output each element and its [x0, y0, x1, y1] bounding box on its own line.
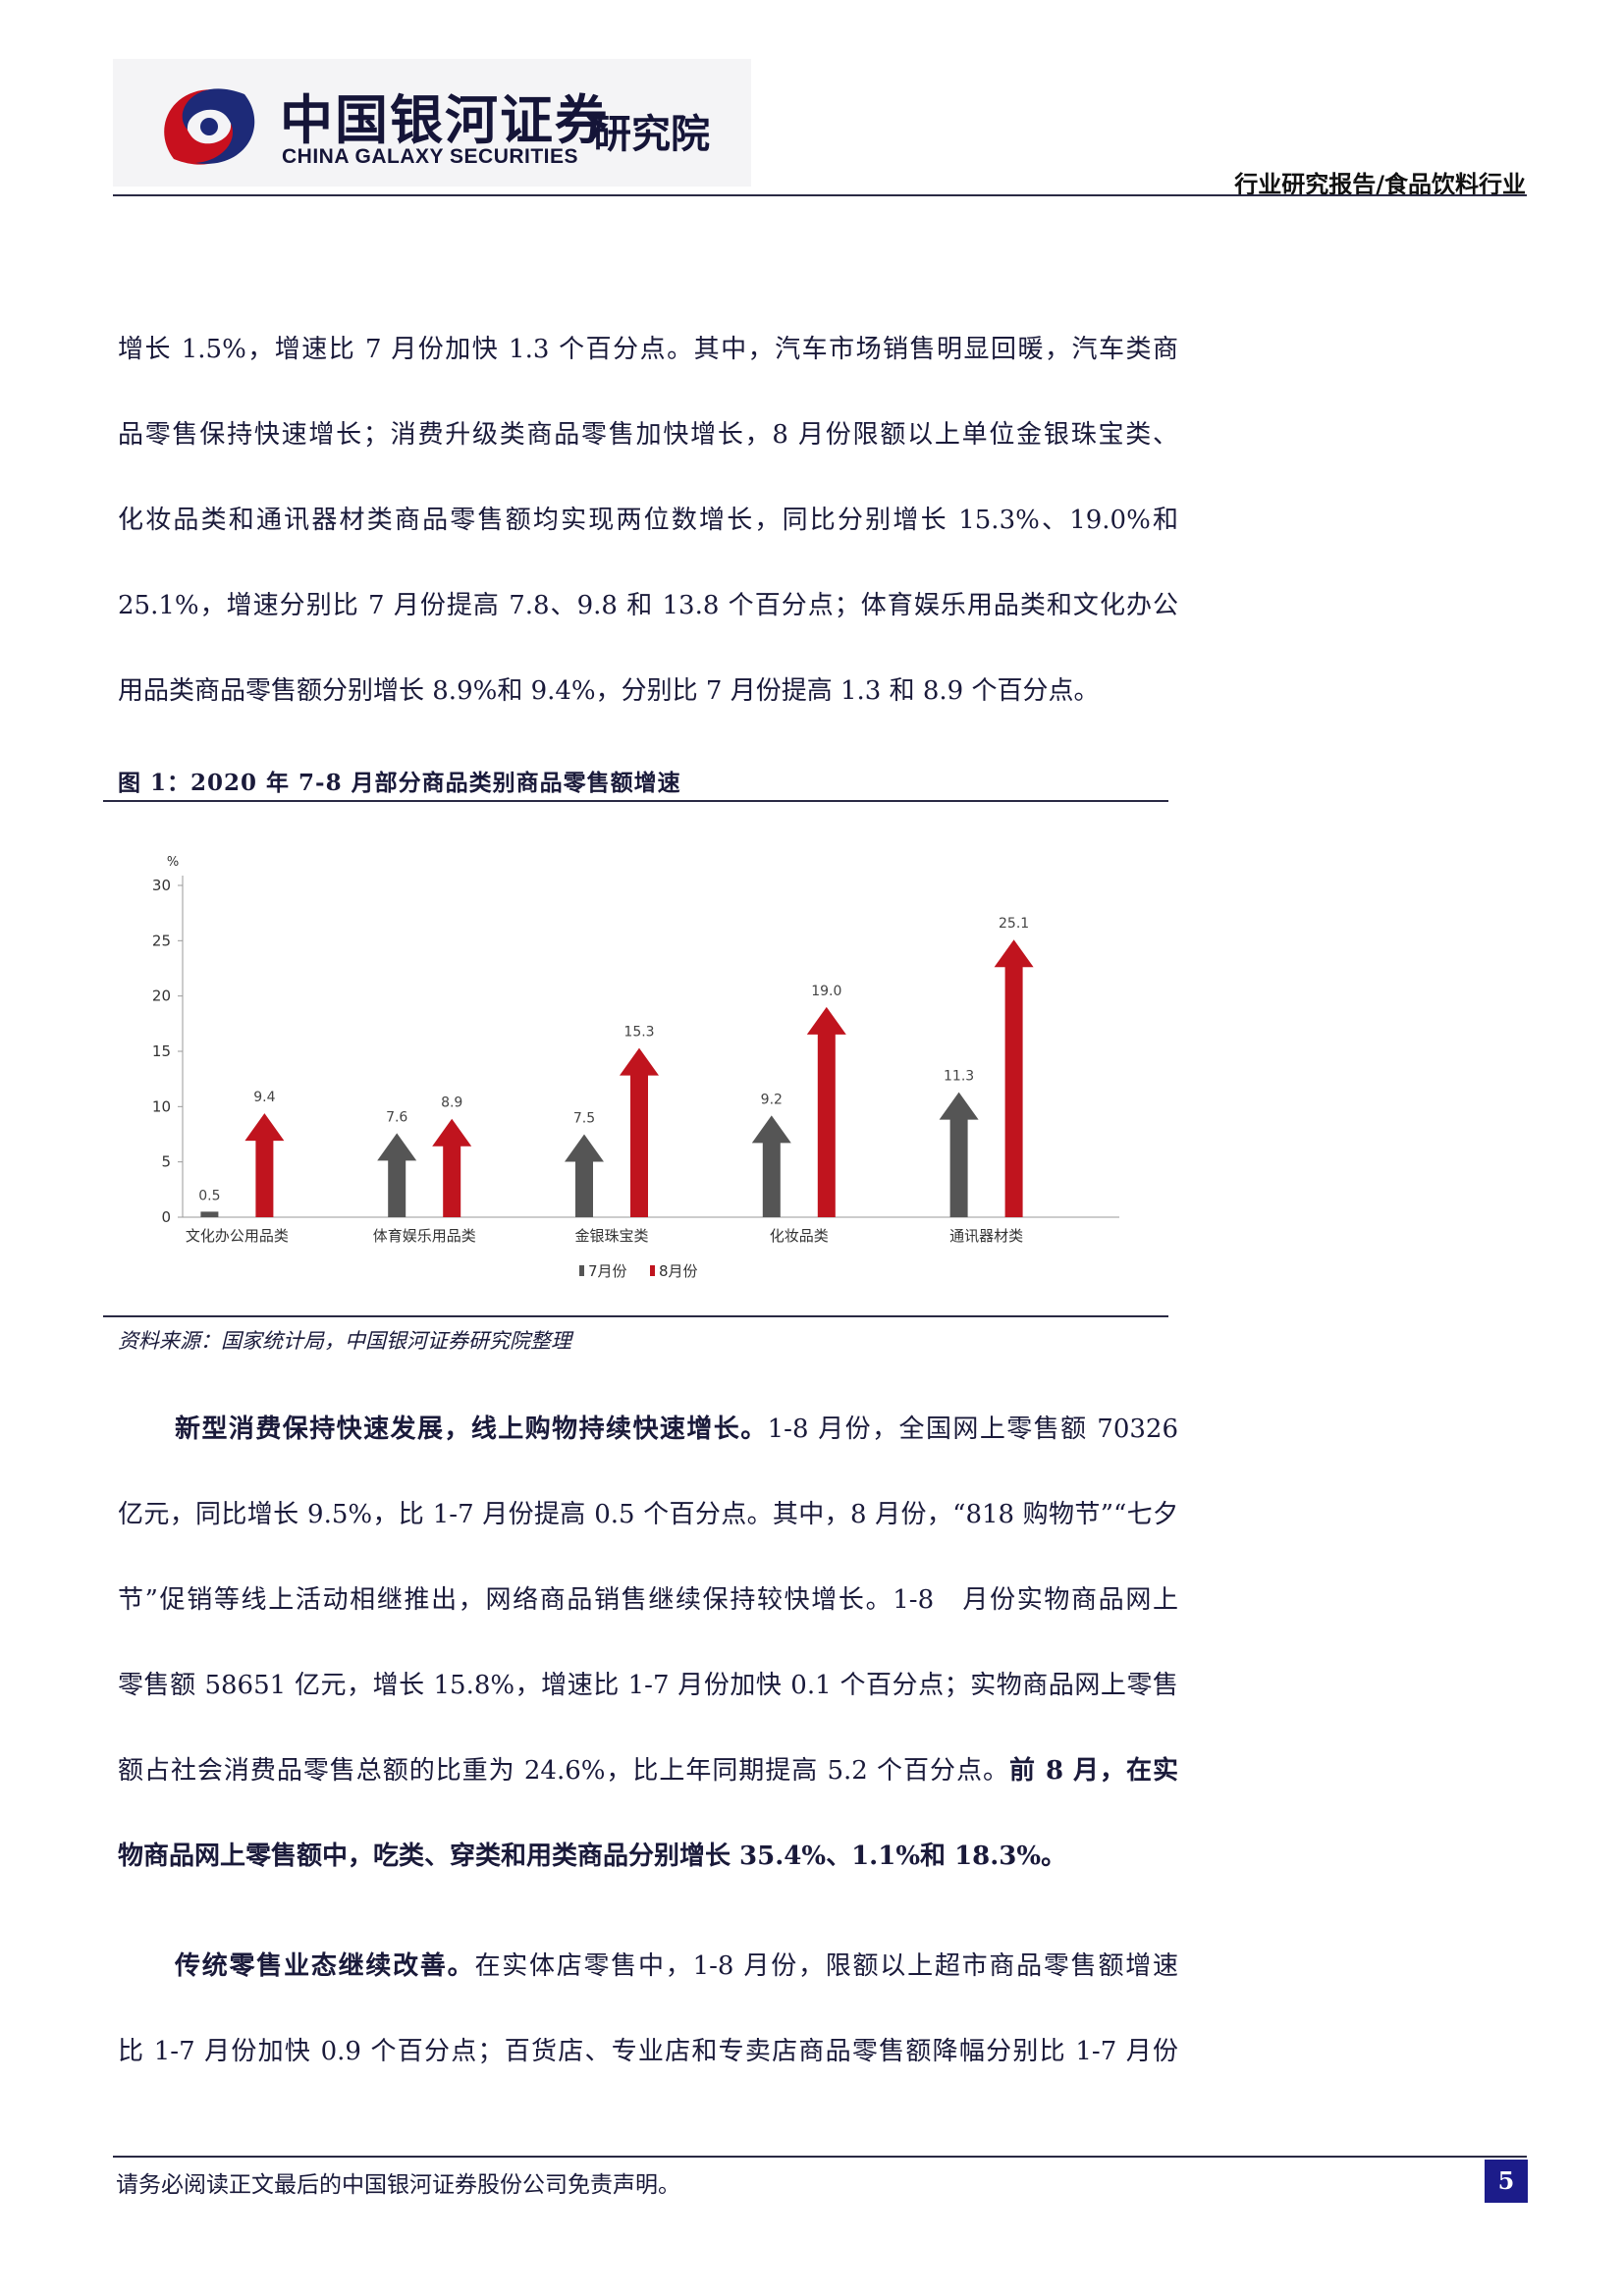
y-tick-label: 0: [161, 1208, 171, 1226]
text-line: 化妆品类和通讯器材类商品零售额均实现两位数增长，同比分别增长 15.3%、19.…: [118, 506, 1178, 535]
text-line: 节”促销等线上活动相继推出，网络商品销售继续保持较快增长。1-8 月份实物商品网…: [118, 1585, 1178, 1615]
data-label: 0.5: [198, 1188, 220, 1203]
x-tick-label: 文化办公用品类: [186, 1227, 289, 1245]
text-line: 传统零售业态继续改善。在实体店零售中，1-8 月份，限额以上超市商品零售额增速: [175, 1951, 1178, 1981]
paragraph-2: 新型消费保持快速发展，线上购物持续快速增长。1-8 月份，全国网上零售额 703…: [118, 1387, 1178, 1899]
bar-chart: % 0 5 10 15 20 25 30 文化办公用品类 0.5 9.4 体育娱乐用品类 7.6 8.9 金…: [152, 855, 1119, 1280]
bar-arrow-july: [565, 1134, 604, 1217]
data-label: 9.2: [761, 1092, 783, 1107]
x-tick-label: 金银珠宝类: [574, 1227, 648, 1245]
logo-text-cn: 中国银河证券: [280, 89, 610, 151]
logo-institute: 研究院: [592, 112, 710, 157]
text-line: 品零售保持快速增长；消费升级类商品零售加快增长，8 月份限额以上单位金银珠宝类、: [118, 420, 1178, 450]
text-line: 额占社会消费品零售总额的比重为 24.6%，比上年同期提高 5.2 个百分点。前…: [118, 1756, 1178, 1786]
footer-divider: [113, 2156, 1527, 2158]
text-line: 零售额 58651 亿元，增长 15.8%，增速比 1-7 月份加快 0.1 个…: [118, 1671, 1178, 1700]
legend-swatch: [579, 1265, 584, 1276]
galaxy-logo-icon: [164, 88, 255, 165]
y-tick-label: 10: [152, 1097, 171, 1115]
y-axis-unit-label: %: [167, 855, 179, 870]
figure-source: 资料来源：国家统计局，中国银河证券研究院整理: [118, 1329, 571, 1353]
paragraph-lead: 传统零售业态继续改善。: [175, 1951, 475, 1981]
legend-label: 8月份: [659, 1262, 698, 1280]
data-label: 25.1: [999, 916, 1029, 932]
text-line: 物商品网上零售额中，吃类、穿类和用类商品分别增长 35.4%、1.1%和 18.…: [118, 1842, 1067, 1871]
y-tick-label: 5: [161, 1153, 171, 1171]
text-line: 比 1-7 月份加快 0.9 个百分点；百货店、专业店和专卖店商品零售额降幅分别…: [118, 2037, 1178, 2066]
bar-arrow-july: [377, 1133, 417, 1217]
paragraph-lead: 新型消费保持快速发展，线上购物持续快速增长。: [175, 1415, 768, 1444]
x-tick-label: 通讯器材类: [949, 1227, 1023, 1245]
text-line: 亿元，同比增长 9.5%，比 1-7 月份提高 0.5 个百分点。其中，8 月份…: [118, 1500, 1178, 1529]
footer-disclaimer: 请务必阅读正文最后的中国银河证券股份公司免责声明。: [116, 2172, 680, 2198]
paragraph-3: 传统零售业态继续改善。在实体店零售中，1-8 月份，限额以上超市商品零售额增速 …: [118, 1924, 1178, 2095]
bar-arrow-july: [939, 1092, 979, 1217]
text-line: 新型消费保持快速发展，线上购物持续快速增长。1-8 月份，全国网上零售额 703…: [175, 1415, 1178, 1444]
data-label: 15.3: [623, 1025, 654, 1041]
figure-title: 图 1：2020 年 7-8 月部分商品类别商品零售额增速: [118, 770, 681, 796]
data-label: 11.3: [944, 1069, 974, 1085]
y-tick-label: 25: [152, 932, 171, 949]
text-line: 25.1%，增速分别比 7 月份提高 7.8、9.8 和 13.8 个百分点；体…: [118, 591, 1178, 620]
bar-arrow-august: [994, 939, 1034, 1217]
legend-label: 7月份: [588, 1262, 627, 1280]
text-line: 用品类商品零售额分别增长 8.9%和 9.4%，分别比 7 月份提高 1.3 和…: [118, 676, 1100, 706]
y-tick-label: 20: [152, 988, 171, 1005]
paragraph-1: 增长 1.5%，增速比 7 月份加快 1.3 个百分点。其中，汽车市场销售明显回…: [118, 307, 1178, 734]
page-number: 5: [1485, 2160, 1528, 2203]
report-type: 行业研究报告/食品饮料行业: [1234, 171, 1526, 198]
data-label: 7.5: [573, 1111, 595, 1127]
bar-arrow-august: [432, 1118, 472, 1217]
x-tick-label: 化妆品类: [770, 1227, 829, 1245]
x-tick-label: 体育娱乐用品类: [373, 1227, 476, 1245]
bar-arrow-august: [806, 1006, 846, 1217]
bar-arrow-august: [244, 1113, 285, 1217]
figure-bottom-rule: [103, 1315, 1168, 1317]
logo: 中国银河证券 CHINA GALAXY SECURITIES 研究院: [113, 59, 751, 187]
figure-top-rule: [103, 800, 1168, 802]
data-label: 7.6: [386, 1109, 407, 1125]
text-line: 增长 1.5%，增速比 7 月份加快 1.3 个百分点。其中，汽车市场销售明显回…: [118, 335, 1178, 364]
data-label: 9.4: [253, 1090, 275, 1105]
logo-text-en: CHINA GALAXY SECURITIES: [282, 145, 579, 168]
bar-arrow-july: [751, 1115, 791, 1217]
data-label: 19.0: [811, 984, 841, 999]
data-label: 8.9: [441, 1095, 462, 1111]
header-divider: [113, 194, 1527, 196]
bar-arrow-august: [620, 1047, 659, 1217]
y-tick-label: 15: [152, 1042, 171, 1060]
legend-swatch: [650, 1265, 655, 1276]
bar-arrow-july: [200, 1211, 219, 1217]
y-tick-label: 30: [152, 877, 171, 894]
